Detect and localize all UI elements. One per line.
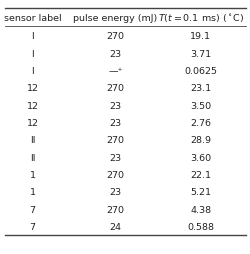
Text: 5.21: 5.21 bbox=[190, 187, 210, 196]
Text: 1: 1 bbox=[30, 187, 36, 196]
Text: 24: 24 bbox=[109, 222, 121, 231]
Text: —⁺: —⁺ bbox=[108, 67, 122, 75]
Text: 23: 23 bbox=[109, 101, 121, 110]
Text: 19.1: 19.1 bbox=[190, 32, 210, 41]
Text: $T(t = 0.1\ \mathrm{ms})\ (^\circ\mathrm{C})$: $T(t = 0.1\ \mathrm{ms})\ (^\circ\mathrm… bbox=[157, 12, 243, 24]
Text: 23: 23 bbox=[109, 49, 121, 58]
Text: II: II bbox=[30, 136, 35, 145]
Text: 23: 23 bbox=[109, 153, 121, 162]
Text: 3.60: 3.60 bbox=[190, 153, 210, 162]
Text: 12: 12 bbox=[26, 101, 38, 110]
Text: 12: 12 bbox=[26, 84, 38, 93]
Text: 23: 23 bbox=[109, 118, 121, 127]
Text: 23: 23 bbox=[109, 187, 121, 196]
Text: pulse energy (mJ): pulse energy (mJ) bbox=[73, 14, 157, 23]
Text: 7: 7 bbox=[30, 222, 36, 231]
Text: 2.76: 2.76 bbox=[190, 118, 210, 127]
Text: 0.588: 0.588 bbox=[186, 222, 214, 231]
Text: 270: 270 bbox=[106, 205, 124, 214]
Text: II: II bbox=[30, 153, 35, 162]
Text: I: I bbox=[31, 32, 34, 41]
Text: sensor label: sensor label bbox=[4, 14, 61, 23]
Text: 270: 270 bbox=[106, 170, 124, 179]
Text: 3.71: 3.71 bbox=[190, 49, 210, 58]
Text: 3.50: 3.50 bbox=[190, 101, 210, 110]
Text: 270: 270 bbox=[106, 136, 124, 145]
Text: 270: 270 bbox=[106, 84, 124, 93]
Text: 4.38: 4.38 bbox=[190, 205, 210, 214]
Text: 1: 1 bbox=[30, 170, 36, 179]
Text: 270: 270 bbox=[106, 32, 124, 41]
Text: 7: 7 bbox=[30, 205, 36, 214]
Text: 28.9: 28.9 bbox=[190, 136, 210, 145]
Text: 23.1: 23.1 bbox=[190, 84, 210, 93]
Text: 22.1: 22.1 bbox=[190, 170, 210, 179]
Text: I: I bbox=[31, 67, 34, 75]
Text: I: I bbox=[31, 49, 34, 58]
Text: 12: 12 bbox=[26, 118, 38, 127]
Text: 0.0625: 0.0625 bbox=[184, 67, 216, 75]
